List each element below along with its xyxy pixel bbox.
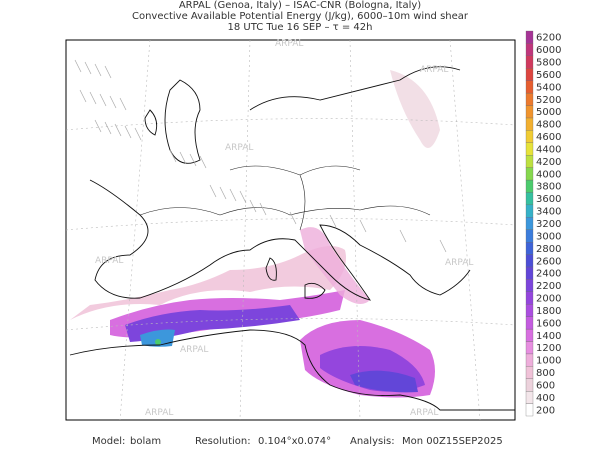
colorbar-label: 800 xyxy=(536,368,555,379)
colorbar-label: 1200 xyxy=(536,343,561,354)
map: ARPAL ARPAL ARPAL ARPAL ARPAL ARPAL ARPA… xyxy=(65,39,516,421)
colorbar-label: 1400 xyxy=(536,331,561,342)
colorbar-swatch xyxy=(525,316,534,330)
watermark: ARPAL xyxy=(445,258,473,268)
colorbar-swatch xyxy=(525,204,534,218)
colorbar-swatch xyxy=(525,391,534,404)
analysis: Mon 00Z15SEP2025 xyxy=(402,436,503,447)
colorbar-swatch xyxy=(525,254,534,268)
graticule xyxy=(65,39,516,421)
title-line: 18 UTC Tue 16 SEP – τ = 42h xyxy=(228,22,373,33)
colorbar-swatch xyxy=(525,43,534,56)
colorbar-label: 3200 xyxy=(536,219,561,230)
colorbar-label: 2600 xyxy=(536,256,561,267)
colorbar-swatch xyxy=(525,353,534,367)
colorbar-label: 2400 xyxy=(536,269,561,280)
watermark: ARPAL xyxy=(420,65,448,75)
colorbar-label: 1600 xyxy=(536,318,561,329)
watermarks: ARPAL ARPAL ARPAL ARPAL ARPAL ARPAL ARPA… xyxy=(95,39,473,418)
colorbar-swatch xyxy=(525,192,534,206)
colorbar-label: 3800 xyxy=(536,182,561,193)
colorbar-label: 3600 xyxy=(536,194,561,205)
colorbar-label: 5000 xyxy=(536,107,561,118)
colorbar-label: 2800 xyxy=(536,244,561,255)
colorbar-swatch xyxy=(525,341,534,355)
colorbar-swatch xyxy=(525,55,534,69)
analysis-label: Analysis: xyxy=(350,436,395,447)
colorbar-swatch xyxy=(525,217,534,230)
colorbar-swatch xyxy=(525,366,534,379)
colorbar-label: 4200 xyxy=(536,157,561,168)
colorbar-swatch xyxy=(525,68,534,81)
colorbar-swatch xyxy=(525,155,534,168)
footer: Model: bolam Resolution: 0.104°x0.074° A… xyxy=(92,436,503,447)
colorbar-swatch xyxy=(525,105,534,119)
resolution-label: Resolution: xyxy=(195,436,251,447)
colorbar-swatch xyxy=(525,80,534,94)
colorbar-label: 2200 xyxy=(536,281,561,292)
colorbar-swatch xyxy=(525,117,534,131)
colorbar-swatch xyxy=(525,304,534,317)
map-frame xyxy=(65,39,516,421)
colorbar-swatch xyxy=(525,241,534,255)
colorbar-label: 6000 xyxy=(536,45,561,56)
colorbar-label: 3000 xyxy=(536,231,561,242)
watermark: ARPAL xyxy=(95,256,123,266)
wind-barbs xyxy=(74,59,447,253)
colorbar-swatch xyxy=(525,378,534,392)
watermark: ARPAL xyxy=(275,39,303,49)
colorbar-swatch xyxy=(525,229,534,243)
colorbar-swatch xyxy=(525,167,534,181)
colorbar-swatch xyxy=(525,291,534,305)
colorbar-label: 4400 xyxy=(536,144,561,155)
colorbar-label: 4000 xyxy=(536,169,561,180)
colorbar-swatch xyxy=(525,130,534,143)
header: ARPAL (Genoa, Italy) – ISAC-CNR (Bologna… xyxy=(132,0,469,33)
colorbar-swatch xyxy=(525,266,534,280)
colorbar-swatch xyxy=(525,179,534,193)
colorbar-label: 600 xyxy=(536,380,555,391)
title-line: Convective Available Potential Energy (J… xyxy=(132,11,469,22)
colorbar-label: 400 xyxy=(536,393,555,404)
colorbar-label: 5600 xyxy=(536,70,561,81)
colorbar-label: 5400 xyxy=(536,82,561,93)
colorbar-label: 5800 xyxy=(536,58,561,69)
colorbar-swatch xyxy=(525,403,534,417)
colorbar-label: 4600 xyxy=(536,132,561,143)
model-label: Model: xyxy=(92,436,125,447)
borders xyxy=(139,165,431,231)
watermark: ARPAL xyxy=(145,408,173,418)
coastlines xyxy=(69,66,515,411)
colorbar-label: 6200 xyxy=(536,33,561,44)
colorbar-swatch xyxy=(525,30,534,44)
cape-field xyxy=(70,70,440,398)
colorbar-label: 1000 xyxy=(536,356,561,367)
colorbar-label: 200 xyxy=(536,405,555,416)
colorbar-label: 1800 xyxy=(536,306,561,317)
colorbar-label: 4800 xyxy=(536,120,561,131)
model: bolam xyxy=(130,436,161,447)
watermark: ARPAL xyxy=(410,408,438,418)
colorbar-label: 5200 xyxy=(536,95,561,106)
colorbar-swatch xyxy=(525,328,534,342)
watermark: ARPAL xyxy=(225,143,253,153)
title-line: ARPAL (Genoa, Italy) – ISAC-CNR (Bologna… xyxy=(179,0,421,11)
colorbar-label: 2000 xyxy=(536,294,561,305)
colorbar-swatch xyxy=(525,279,534,292)
resolution: 0.104°x0.074° xyxy=(258,436,331,447)
watermark: ARPAL xyxy=(180,345,208,355)
colorbar-label: 3400 xyxy=(536,207,561,218)
colorbar-swatch xyxy=(525,92,534,106)
colorbar-swatch xyxy=(525,142,534,156)
